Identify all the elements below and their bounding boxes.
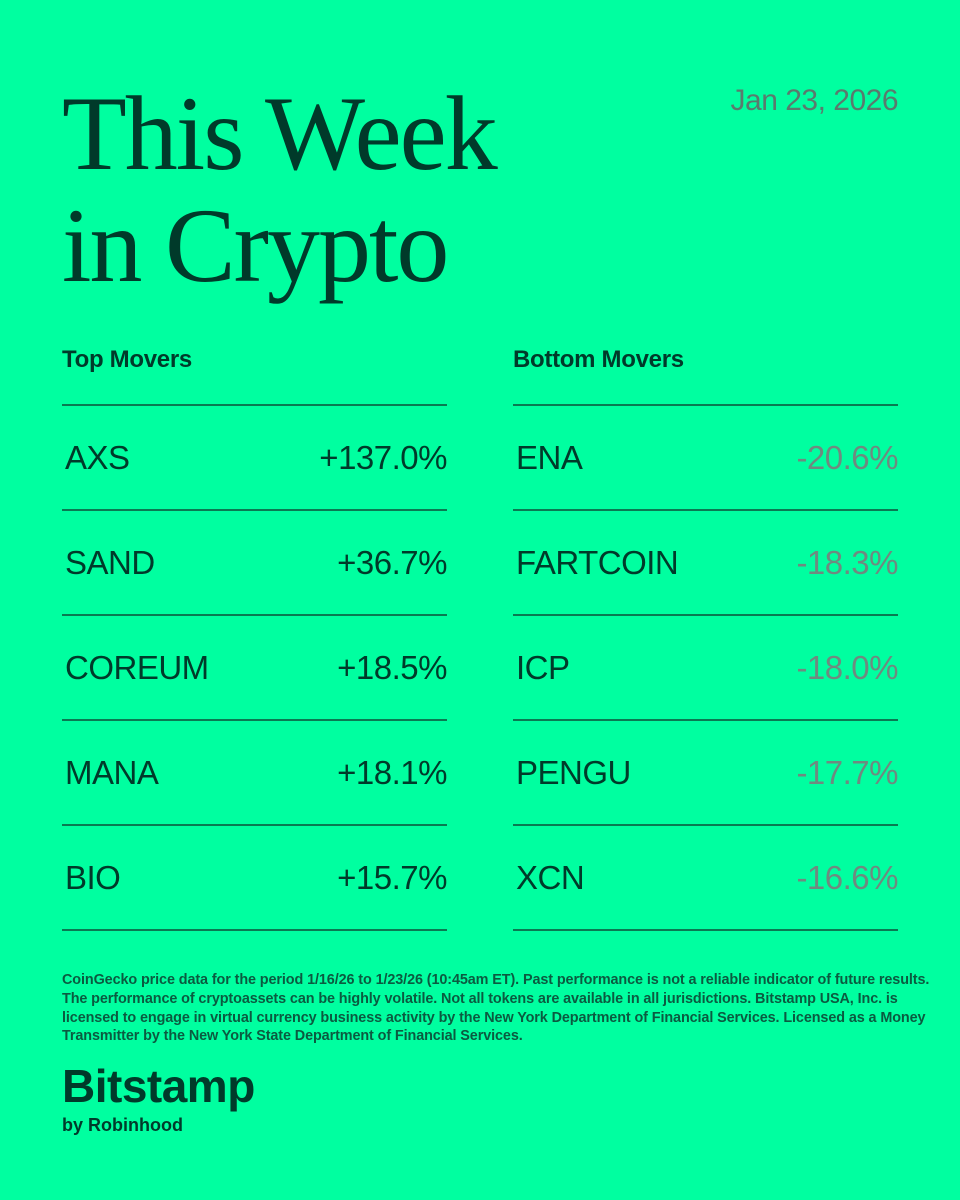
price-change: -18.0% [796,648,898,686]
top-mover-row: SAND +36.7% [62,511,447,616]
price-change: +18.1% [337,753,447,791]
price-change: +36.7% [337,543,447,581]
token-symbol: AXS [65,438,130,476]
brand-name: Bitstamp [62,1060,255,1112]
bottom-mover-row: ICP -18.0% [513,616,898,721]
bottom-movers-heading: Bottom Movers [513,346,684,373]
top-mover-row: MANA +18.1% [62,721,447,826]
bottom-mover-row: PENGU -17.7% [513,721,898,826]
top-mover-row: BIO +15.7% [62,826,447,931]
token-symbol: MANA [65,753,159,791]
brand-tagline: by Robinhood [62,1115,183,1135]
token-symbol: ENA [516,438,583,476]
token-symbol: XCN [516,858,585,896]
price-change: +15.7% [337,858,447,896]
price-change: +18.5% [337,648,447,686]
date-label: Jan 23, 2026 [730,84,899,117]
top-movers-section: Top Movers AXS +137.0% SAND +36.7% COREU… [62,344,447,931]
top-movers-list: AXS +137.0% SAND +36.7% COREUM +18.5% MA… [62,404,447,931]
token-symbol: FARTCOIN [516,543,679,581]
token-symbol: PENGU [516,753,631,791]
disclaimer-text: CoinGecko price data for the period 1/16… [62,972,930,1045]
brand-logo: Bitstamp by Robinhood [62,1060,255,1136]
price-change: -18.3% [796,543,898,581]
token-symbol: BIO [65,858,121,896]
title-line-2: in Crypto [62,187,449,304]
price-change: +137.0% [319,438,447,476]
top-movers-heading: Top Movers [62,346,192,373]
title-line-1: This Week [62,75,498,192]
token-symbol: SAND [65,543,155,581]
token-symbol: ICP [516,648,570,686]
bottom-mover-row: XCN -16.6% [513,826,898,931]
bottom-mover-row: FARTCOIN -18.3% [513,511,898,616]
top-mover-row: AXS +137.0% [62,406,447,511]
bottom-movers-section: Bottom Movers ENA -20.6% FARTCOIN -18.3%… [513,344,898,931]
bottom-movers-list: ENA -20.6% FARTCOIN -18.3% ICP -18.0% PE… [513,404,898,931]
price-change: -17.7% [796,753,898,791]
top-mover-row: COREUM +18.5% [62,616,447,721]
price-change: -20.6% [796,438,898,476]
token-symbol: COREUM [65,648,209,686]
price-change: -16.6% [796,858,898,896]
page-title: This Week in Crypto [62,75,498,304]
bottom-mover-row: ENA -20.6% [513,406,898,511]
